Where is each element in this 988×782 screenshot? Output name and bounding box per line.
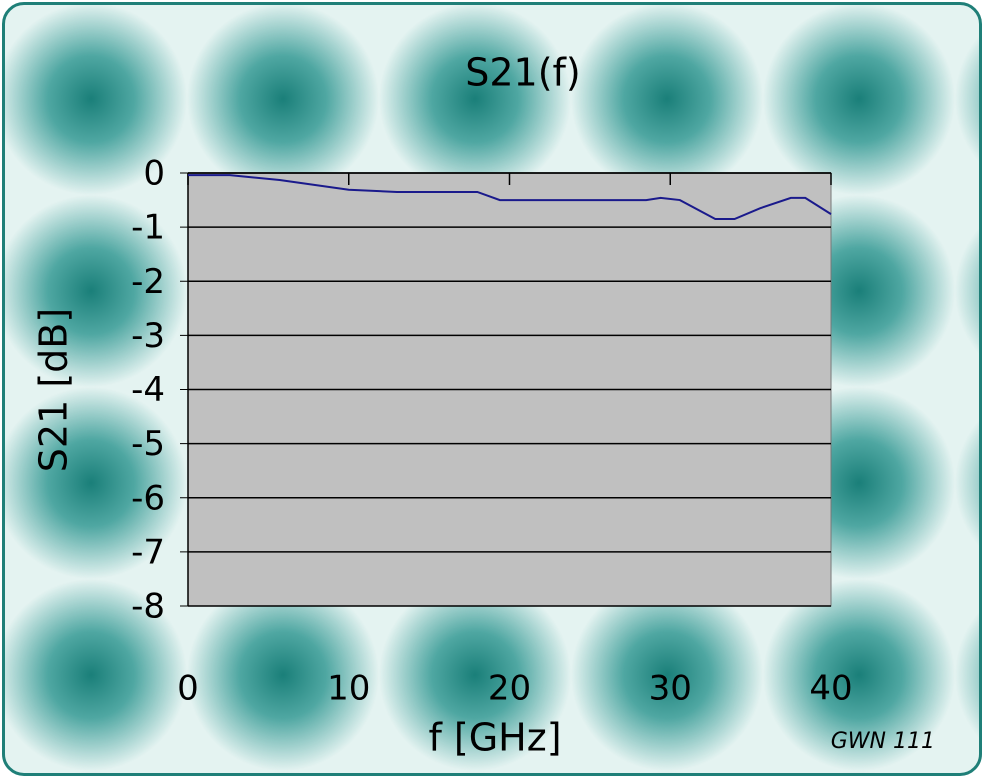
line-series [188,174,832,221]
footer: GWN 111 [831,729,935,754]
x-axis-label: f [GHz] [428,716,561,760]
y-tick-label: -4 [131,370,165,410]
y-tick-label: -5 [131,424,165,464]
x-tick-label: 20 [488,669,531,709]
y-tick-label: -8 [131,587,165,627]
y-tick-label: -2 [131,262,165,302]
y-tick-label: -7 [131,532,165,572]
x-tick-label: 0 [177,669,199,709]
x-tick-label: 30 [649,669,692,709]
x-tick-label: 40 [809,669,852,709]
y-axis-label: S21 [dB] [32,308,76,472]
y-tick-label: -6 [131,478,165,518]
y-tick-label: 0 [143,154,165,194]
y-tick-label: -1 [131,208,165,248]
chart-title: S21(f) [465,51,581,95]
y-tick-label: -3 [131,316,165,356]
x-tick-label: 10 [327,669,370,709]
